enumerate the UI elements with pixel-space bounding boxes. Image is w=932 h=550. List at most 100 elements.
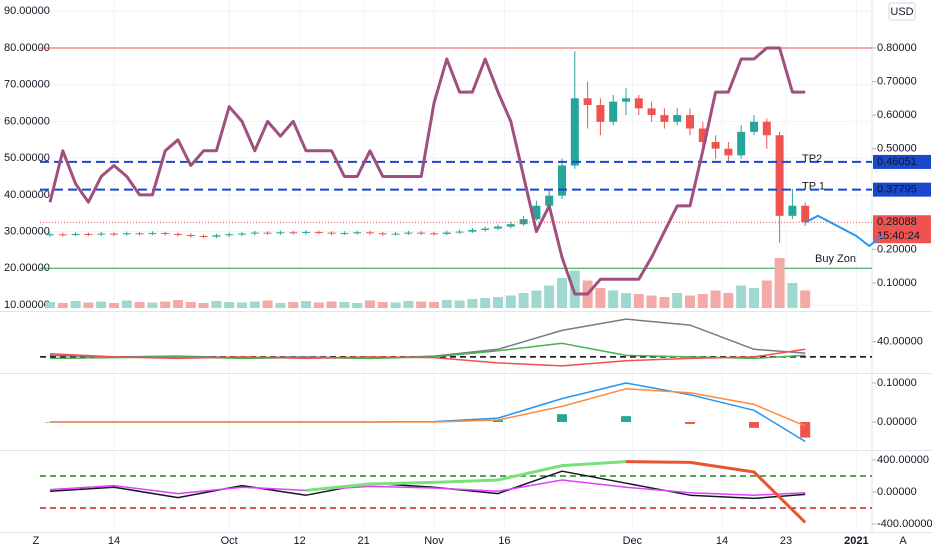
volume-bar <box>160 301 171 308</box>
candle-body <box>404 232 413 234</box>
volume-bar <box>365 300 375 308</box>
candle-body <box>186 234 195 236</box>
volume-bar <box>454 300 465 308</box>
currency[interactable]: USD <box>890 6 913 18</box>
volume-bar <box>505 295 516 308</box>
candle-body <box>174 233 182 235</box>
x-tick-label: 14 <box>716 535 728 547</box>
candle-body <box>250 232 259 234</box>
y-tick-label: 0.00000 <box>877 486 917 498</box>
candle-body <box>314 231 323 233</box>
y2-tick-label: 0.70000 <box>877 75 917 87</box>
volume-bar <box>377 302 388 308</box>
candle-body <box>378 233 387 235</box>
candle-body <box>417 232 426 234</box>
volume-bar <box>787 283 798 308</box>
volume-bar <box>736 285 747 308</box>
series-line <box>50 388 806 427</box>
candle-body <box>494 226 502 229</box>
volume-bar <box>288 302 299 308</box>
candle-body <box>698 128 707 142</box>
volume-bar <box>147 302 158 308</box>
volume-bar <box>403 301 414 308</box>
x-tick-label: Oct <box>221 535 238 547</box>
volume-bar <box>659 297 670 308</box>
volume-bar <box>480 298 491 308</box>
last-price-label: 0.28088 <box>877 216 917 228</box>
candle-body <box>84 233 93 235</box>
volume-bar <box>57 303 68 308</box>
y-tick-label: -400.00000 <box>877 518 932 530</box>
candle-body <box>327 232 336 234</box>
volume-bar <box>121 300 132 308</box>
volume-bar <box>109 303 119 308</box>
x-tick-label: 23 <box>780 535 792 547</box>
y-tick-label: 40.00000 <box>4 189 50 201</box>
volume-bar <box>557 278 567 308</box>
volume-bar <box>646 295 657 308</box>
volume-bar <box>493 297 503 308</box>
candle-body <box>686 115 694 129</box>
y-tick-label: 20.00000 <box>4 262 50 274</box>
currency-box[interactable] <box>888 2 916 21</box>
level-label-box <box>873 182 931 197</box>
candle-body <box>660 115 669 122</box>
projection-line <box>804 214 883 247</box>
volume-bar <box>185 302 196 308</box>
candle-body <box>545 195 554 206</box>
oscillator-line <box>48 46 806 296</box>
button[interactable]: Z <box>33 535 40 547</box>
volume-bar <box>134 302 145 308</box>
series-line <box>625 460 807 524</box>
candle-body <box>737 131 746 156</box>
volume-bar <box>761 280 772 308</box>
x-tick-label: 2021 <box>844 535 868 547</box>
button[interactable]: A <box>899 535 907 547</box>
level-name: TP2 <box>802 153 822 165</box>
level-name: TP 1 <box>802 181 825 193</box>
volume-bar <box>211 301 222 308</box>
y-tick-label: 30.00000 <box>4 225 50 237</box>
candle-body <box>762 121 771 136</box>
volume-bar <box>237 302 247 308</box>
x-tick-label: 12 <box>293 535 305 547</box>
volume-bar <box>749 288 759 308</box>
volume-bar <box>416 301 427 308</box>
volume-bar <box>569 270 580 308</box>
volume-bar <box>633 294 644 308</box>
series-line <box>49 470 806 500</box>
volume-bar <box>544 285 555 308</box>
volume-bar <box>301 301 311 308</box>
candle-body <box>212 235 221 237</box>
y-tick-label: 0.10000 <box>877 377 917 389</box>
last-price-box <box>873 215 931 244</box>
candle-body <box>647 108 656 116</box>
level-label: 0.37795 <box>877 184 917 196</box>
histogram-bar <box>800 421 811 438</box>
candle-body <box>775 135 784 216</box>
series-line <box>49 479 806 496</box>
volume-bar <box>441 300 452 308</box>
y-tick-label: 10.00000 <box>4 299 50 311</box>
candle-body <box>750 121 758 132</box>
candle-body <box>583 98 592 106</box>
volume-bar <box>352 303 363 308</box>
candle-body <box>596 105 605 122</box>
candle-body <box>289 232 298 234</box>
y-tick-label: 50.00000 <box>4 152 50 164</box>
candle-body <box>673 115 682 122</box>
candle-body <box>97 233 106 235</box>
y-tick-label: 80.00000 <box>4 42 50 54</box>
candle-body <box>353 232 362 234</box>
y2-tick-label: 0.10000 <box>877 277 917 289</box>
volume-bar <box>697 294 708 308</box>
candle-body <box>391 233 400 235</box>
x-tick-label: Dec <box>623 535 643 547</box>
volume-bar <box>467 299 478 308</box>
x-tick-label: 21 <box>357 535 369 547</box>
series-line <box>305 460 627 492</box>
countdown: 15:40:24 <box>877 230 920 242</box>
volume-bar <box>672 293 683 308</box>
y-tick-label: 0.00000 <box>877 416 917 428</box>
